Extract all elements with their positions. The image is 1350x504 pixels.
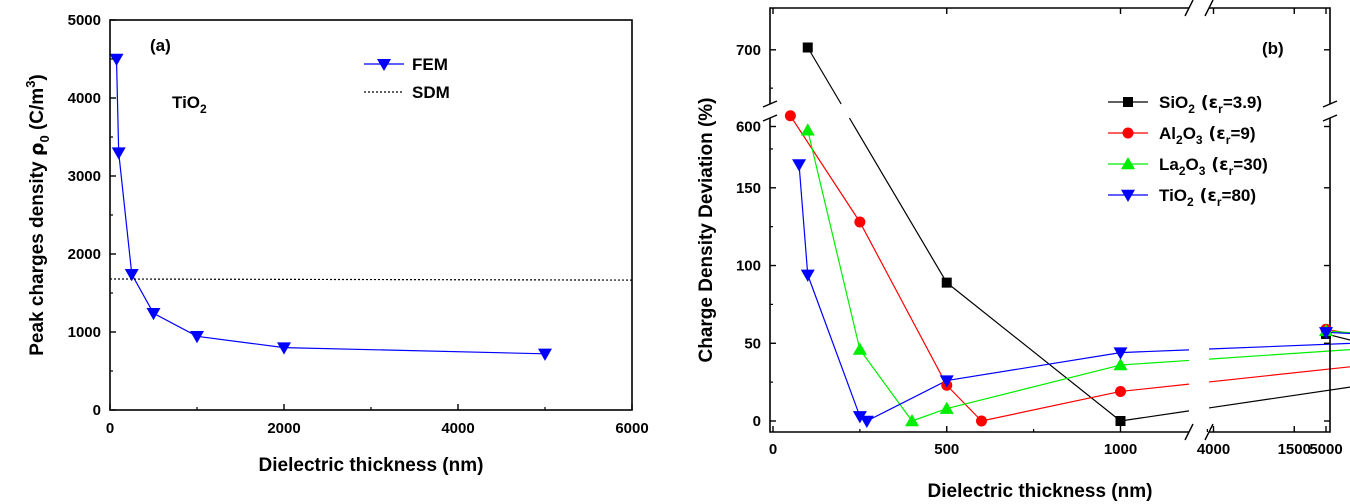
chart-a-x-label: Dielectric thickness (nm) xyxy=(259,455,484,476)
legend-al-label: Al2O3 (εr=9) xyxy=(1159,124,1255,147)
series-fem-point xyxy=(538,348,552,361)
chart-a-frame xyxy=(109,19,633,411)
series-fem-point xyxy=(124,269,139,282)
series-al-line xyxy=(789,115,1350,422)
series-al-point xyxy=(976,415,987,427)
chart-b-frame-upper xyxy=(769,7,1331,104)
y-axis-break-mark xyxy=(1322,114,1338,122)
series-sio-point xyxy=(941,277,952,288)
series-la-point xyxy=(905,414,919,427)
series-la-point xyxy=(939,401,954,414)
legend-al-marker xyxy=(1122,127,1134,139)
series-tio-point xyxy=(792,159,807,172)
series-la-point xyxy=(1113,358,1128,371)
chart-b-frame-lower xyxy=(769,118,1331,433)
y-axis-break-mark xyxy=(1322,100,1338,108)
series-sio-line xyxy=(807,47,1350,422)
chart-b-y-label: Charge Density Deviation (%) xyxy=(696,98,717,363)
legend-sio-label: SiO2 (εr=3.9) xyxy=(1159,93,1262,116)
chart-a-y-tick-label: 4000 xyxy=(68,90,101,107)
chart-a-x-tick-label: 2000 xyxy=(267,420,300,437)
y-axis-break-mark xyxy=(762,100,778,108)
chart-b-y-tick-label: 0 xyxy=(753,413,761,430)
legend-sio-marker xyxy=(1123,97,1133,107)
chart-a-annotation: TiO2 xyxy=(172,93,207,116)
chart-b-x-tick-label: 4000 xyxy=(1197,441,1230,458)
chart-b-marks xyxy=(784,42,1333,428)
chart-a-marks xyxy=(109,53,552,361)
legend-la-marker xyxy=(1121,157,1135,170)
series-sio-point xyxy=(1115,416,1126,426)
chart-a-x-tick-label: 6000 xyxy=(615,420,648,437)
x-axis-break-mark xyxy=(1204,0,1214,17)
chart-a-y-tick-label: 0 xyxy=(93,402,101,419)
chart-b-y-tick-label: 100 xyxy=(736,258,761,275)
chart-b-x-tick-label: 1000 xyxy=(1104,441,1137,458)
chart-a-y-tick-label: 3000 xyxy=(68,168,101,185)
chart-a-x-tick-label: 4000 xyxy=(441,420,474,437)
chart-b-y-tick-label: 600 xyxy=(736,119,761,136)
chart-a: 0 2000 4000 6000 0 1000 2000 3000 4000 5000 (a) T… xyxy=(23,12,649,476)
chart-a-y-label: Peak charges density ρ0 (C/m3) xyxy=(23,74,52,356)
chart-b-lines xyxy=(789,47,1350,422)
series-fem-point xyxy=(190,331,204,344)
series-la-line xyxy=(807,130,1350,422)
y-axis-break-mark xyxy=(762,114,778,122)
legend-tio-marker xyxy=(1121,189,1135,202)
x-axis-break-mark xyxy=(1204,423,1214,441)
series-fem-point xyxy=(146,308,161,321)
chart-a-y-tick-label: 2000 xyxy=(68,246,101,263)
chart-a-axes: 0 2000 4000 6000 0 1000 2000 3000 4000 5000 xyxy=(68,12,649,437)
legend-sdm-label: SDM xyxy=(412,83,450,102)
chart-b-x-tick-label: 500 xyxy=(934,441,959,458)
x-axis-break-mark xyxy=(1184,0,1194,17)
series-tio-point xyxy=(939,375,954,388)
series-sio-point xyxy=(802,42,813,53)
series-tio-point xyxy=(800,269,815,282)
chart-a-y-tick-label: 5000 xyxy=(68,12,101,29)
series-fem-point xyxy=(277,342,291,355)
series-tio-point xyxy=(1113,347,1128,360)
chart-b-x-tick-label: 0 xyxy=(769,441,777,458)
series-tio-point xyxy=(852,411,867,424)
series-al-point xyxy=(1115,385,1126,397)
series-tio-point xyxy=(1319,327,1333,340)
legend-tio-label: TiO2 (εr=80) xyxy=(1159,186,1256,209)
legend-la-label: La2O3 (εr=30) xyxy=(1159,155,1268,178)
chart-b-x-tick-label: 5000 xyxy=(1309,441,1342,458)
series-al-point xyxy=(784,110,796,122)
chart-b-y-tick-label: 150 xyxy=(736,180,761,197)
legend-fem-marker xyxy=(377,59,391,71)
chart-b-axes: 050010001500200040005000050100150600700 xyxy=(736,8,1343,458)
series-sdm-line xyxy=(110,278,632,281)
chart-a-x-tick-label: 0 xyxy=(106,420,114,437)
series-tio-line xyxy=(798,164,1350,422)
chart-b: 050010001500200040005000050100150600700 … xyxy=(696,0,1350,502)
chart-b-y-tick-label: 700 xyxy=(736,42,761,59)
chart-b-legend: SiO2 (εr=3.9) Al2O3 (εr=9) La2O3 (εr=30) Ti… xyxy=(1108,93,1268,209)
chart-b-x-label: Dielectric thickness (nm) xyxy=(928,481,1153,502)
chart-b-x-tick-label: 1500 xyxy=(1278,441,1311,458)
legend-fem-label: FEM xyxy=(412,55,448,74)
series-fem-point xyxy=(111,147,126,160)
chart-b-panel-label: (b) xyxy=(1262,39,1284,58)
series-la-point xyxy=(800,123,815,136)
chart-b-y-tick-label: 50 xyxy=(744,335,761,352)
series-fem-point xyxy=(109,53,124,66)
chart-a-y-tick-label: 1000 xyxy=(68,324,101,341)
series-la-point xyxy=(852,342,867,355)
series-tio-point xyxy=(859,415,874,428)
chart-a-legend: FEM SDM xyxy=(364,55,450,102)
x-axis-break-mark xyxy=(1184,423,1194,441)
chart-b-frame xyxy=(762,0,1338,441)
series-al-point xyxy=(854,216,866,228)
chart-a-panel-label: (a) xyxy=(150,36,171,55)
